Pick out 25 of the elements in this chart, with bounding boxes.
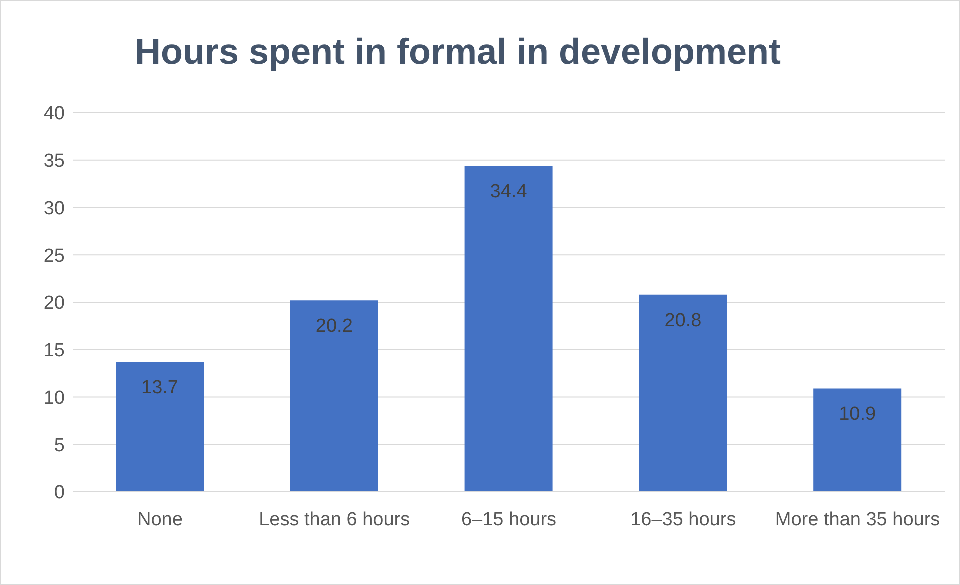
x-tick-label: More than 35 hours <box>775 509 940 530</box>
x-tick-label: Less than 6 hours <box>259 509 410 530</box>
bar <box>639 294 728 492</box>
x-tick-label: None <box>137 509 183 530</box>
bar <box>116 362 204 492</box>
data-label: 10.9 <box>839 404 876 426</box>
data-label: 20.8 <box>664 310 702 332</box>
x-tick-label: 6–15 hours <box>461 509 557 530</box>
y-tick-label: 15 <box>44 340 65 362</box>
y-tick-label: 25 <box>44 246 65 267</box>
y-tick-label: 0 <box>54 482 65 504</box>
data-label: 20.2 <box>316 316 353 338</box>
bar <box>464 166 553 492</box>
y-tick-label: 35 <box>44 151 65 172</box>
y-tick-label: 5 <box>54 435 65 456</box>
x-tick-label: 16–35 hours <box>630 509 736 530</box>
y-tick-label: 20 <box>44 293 65 314</box>
data-label: 34.4 <box>490 182 528 203</box>
y-tick-label: 30 <box>44 198 65 220</box>
y-tick-label: 40 <box>44 104 65 125</box>
data-label: 13.7 <box>142 378 178 399</box>
bar <box>290 300 378 492</box>
y-tick-label: 10 <box>44 388 65 409</box>
chart-title: Hours spent in formal in development <box>134 31 782 73</box>
bar <box>814 388 902 492</box>
